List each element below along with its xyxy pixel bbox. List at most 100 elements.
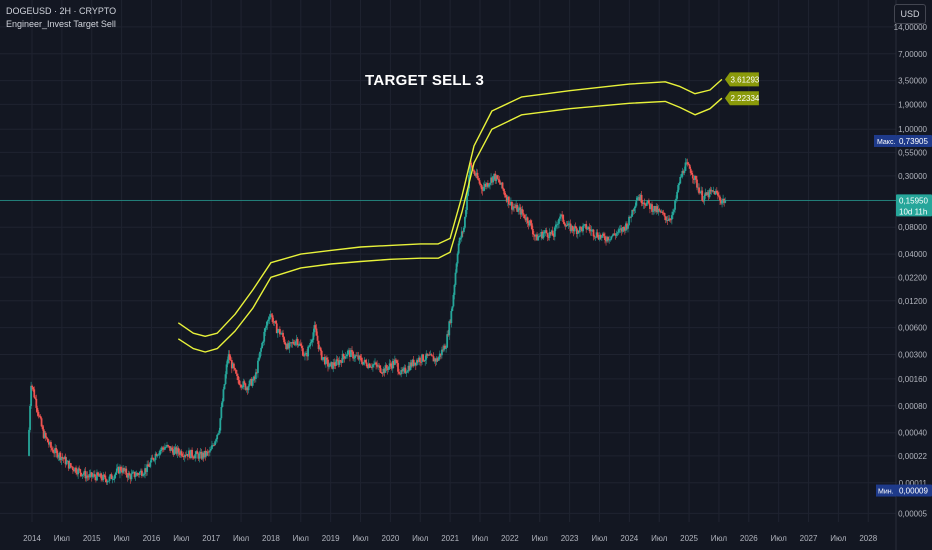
candle-body xyxy=(660,211,663,213)
candle-body xyxy=(170,447,173,451)
candle-body xyxy=(79,469,82,473)
candle-body xyxy=(41,426,44,430)
candle-body xyxy=(594,236,597,238)
y-tick-label: 0,00600 xyxy=(898,324,927,333)
candle-body xyxy=(434,358,437,362)
candle-body xyxy=(269,314,272,318)
candle-body xyxy=(173,449,176,455)
candle-body xyxy=(651,204,653,212)
candle-body xyxy=(197,453,200,459)
candle-body xyxy=(567,223,570,226)
candle-body xyxy=(425,353,428,360)
candle-body xyxy=(484,183,487,187)
candle-body xyxy=(405,372,408,374)
candle-body xyxy=(333,362,336,366)
candle-body xyxy=(403,367,406,369)
symbol-title[interactable]: DOGEUSD · 2H · CRYPTO xyxy=(6,6,117,16)
y-axis[interactable]: 14,00000 7,00000 3,50000 1,90000 1,00000 0,55… xyxy=(894,23,928,518)
candle-body xyxy=(258,357,260,361)
candle-body xyxy=(624,223,627,231)
candle-body xyxy=(445,347,448,349)
candle-body xyxy=(366,366,369,368)
candle-body xyxy=(174,447,177,450)
candle-body xyxy=(629,216,631,218)
candle-body xyxy=(464,216,466,228)
candle-body xyxy=(414,362,417,366)
candle-body xyxy=(66,460,69,462)
y-tick-label: 0,01200 xyxy=(898,297,927,306)
candle-body xyxy=(561,214,564,216)
candle-body xyxy=(98,475,100,477)
x-tick-label: 2018 xyxy=(262,534,280,543)
candle-body xyxy=(606,236,608,242)
candle-body xyxy=(485,183,488,187)
candle-body xyxy=(616,232,619,234)
candle-body xyxy=(200,451,203,459)
candle-body xyxy=(61,457,64,459)
candle-body xyxy=(347,350,350,352)
candle-body xyxy=(250,378,253,386)
candle-body xyxy=(193,457,196,459)
candle-body xyxy=(376,364,379,367)
candle-body xyxy=(704,192,707,196)
candle-body xyxy=(359,355,362,358)
candle-body xyxy=(427,354,430,356)
candle-body xyxy=(381,373,384,374)
candle-body xyxy=(462,227,465,233)
candle-body xyxy=(144,468,146,474)
candle-body xyxy=(33,389,36,398)
candle-body xyxy=(680,176,683,178)
candle-body xyxy=(287,343,290,349)
y-tick-label: 0,00040 xyxy=(898,429,927,438)
candle-body xyxy=(375,362,377,365)
candle-body xyxy=(324,357,327,365)
candle-body xyxy=(699,192,702,194)
candle-body xyxy=(208,450,211,453)
x-axis[interactable]: 2014 Июл 2015 Июл 2016 Июл 2017 Июл 2018 Июл 2019 И… xyxy=(23,534,878,543)
candle-body xyxy=(156,454,159,457)
candle-body xyxy=(562,214,565,222)
candle-body xyxy=(513,206,515,208)
candle-body xyxy=(305,353,307,354)
candle-body xyxy=(683,170,686,174)
candle-body xyxy=(522,213,525,215)
candle-body xyxy=(600,235,603,238)
candle-body xyxy=(412,359,415,366)
max-marker-bg xyxy=(874,134,896,147)
currency-button[interactable]: USD xyxy=(894,4,926,24)
candle-body xyxy=(159,449,162,452)
candle-body xyxy=(248,380,251,386)
candle-body xyxy=(68,463,71,469)
candle-body xyxy=(116,467,119,469)
candle-body xyxy=(424,359,427,361)
candle-body xyxy=(113,475,116,479)
candle-body xyxy=(111,478,114,480)
candle-body xyxy=(358,355,361,360)
candle-body xyxy=(526,217,529,224)
candle-body xyxy=(251,380,254,386)
candle-body xyxy=(179,451,182,455)
candle-body xyxy=(355,355,358,357)
candle-body xyxy=(556,224,558,226)
candle-body xyxy=(328,366,330,368)
candle-body xyxy=(51,447,53,450)
candle-body xyxy=(496,175,499,179)
candle-body xyxy=(203,450,206,458)
candle-body xyxy=(237,376,239,381)
candle-body xyxy=(449,321,452,324)
candle-body xyxy=(582,225,584,232)
candle-body xyxy=(121,470,123,473)
min-price-tag: 0,00009 xyxy=(899,487,928,496)
candle-body xyxy=(93,474,96,477)
candle-body xyxy=(261,342,264,349)
candle-body xyxy=(583,224,585,226)
candle-body xyxy=(622,226,625,228)
candle-body xyxy=(636,197,639,201)
indicator-title[interactable]: Engineer_Invest Target Sell xyxy=(6,19,116,29)
candle-body xyxy=(109,474,112,477)
candle-body xyxy=(165,446,167,448)
candle-body xyxy=(548,232,551,238)
candle-body xyxy=(716,192,719,196)
candle-body xyxy=(495,175,498,181)
